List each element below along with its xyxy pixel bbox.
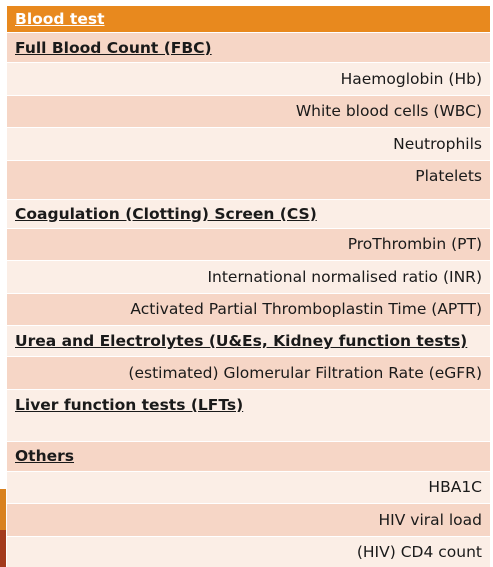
table-row: Activated Partial Thromboplastin Time (A… bbox=[7, 293, 490, 326]
section-label: Urea and Electrolytes (U&Es, Kidney func… bbox=[15, 332, 468, 350]
table-row: Neutrophils bbox=[7, 128, 490, 161]
test-name: HBA1C bbox=[428, 478, 482, 497]
table-row: (HIV) CD4 count bbox=[7, 536, 490, 567]
test-name: White blood cells (WBC) bbox=[295, 102, 482, 121]
table-row: ProThrombin (PT) bbox=[7, 228, 490, 261]
test-name: (HIV) CD4 count bbox=[356, 543, 482, 562]
table-row: (estimated) Glomerular Filtration Rate (… bbox=[7, 357, 490, 390]
section-label: Full Blood Count (FBC) bbox=[15, 38, 212, 57]
section-row-others: Others bbox=[7, 441, 490, 472]
table-row: International normalised ratio (INR) bbox=[7, 261, 490, 294]
section-row-u-and-es: Urea and Electrolytes (U&Es, Kidney func… bbox=[7, 326, 490, 357]
table-row: White blood cells (WBC) bbox=[7, 95, 490, 128]
test-name: Activated Partial Thromboplastin Time (A… bbox=[130, 300, 482, 319]
test-name: International normalised ratio (INR) bbox=[207, 267, 482, 286]
test-name: Haemoglobin (Hb) bbox=[340, 69, 482, 88]
blood-test-table: Blood test Full Blood Count (FBC) Haemog… bbox=[6, 6, 491, 567]
section-row-fbc: Full Blood Count (FBC) bbox=[7, 33, 490, 63]
slide-accent-bar-dark bbox=[0, 530, 6, 567]
table-header-label: Blood test bbox=[15, 10, 105, 28]
section-label: Liver function tests (LFTs) bbox=[15, 395, 244, 414]
section-label: Coagulation (Clotting) Screen (CS) bbox=[15, 204, 317, 223]
test-name: HIV viral load bbox=[378, 510, 482, 529]
section-label: Others bbox=[15, 447, 75, 465]
test-name: Neutrophils bbox=[393, 134, 482, 153]
test-name: Platelets bbox=[415, 166, 482, 185]
slide-accent-bar bbox=[0, 489, 6, 567]
test-name: (estimated) Glomerular Filtration Rate (… bbox=[128, 363, 482, 382]
table-row: Haemoglobin (Hb) bbox=[7, 63, 490, 96]
table-header: Blood test bbox=[7, 6, 490, 33]
section-row-coagulation: Coagulation (Clotting) Screen (CS) bbox=[7, 199, 490, 229]
section-row-lfts: Liver function tests (LFTs) bbox=[7, 389, 490, 442]
table-row: Platelets bbox=[7, 160, 490, 200]
test-name: ProThrombin (PT) bbox=[347, 235, 482, 254]
table-row: HBA1C bbox=[7, 471, 490, 504]
table-row: HIV viral load bbox=[7, 504, 490, 537]
